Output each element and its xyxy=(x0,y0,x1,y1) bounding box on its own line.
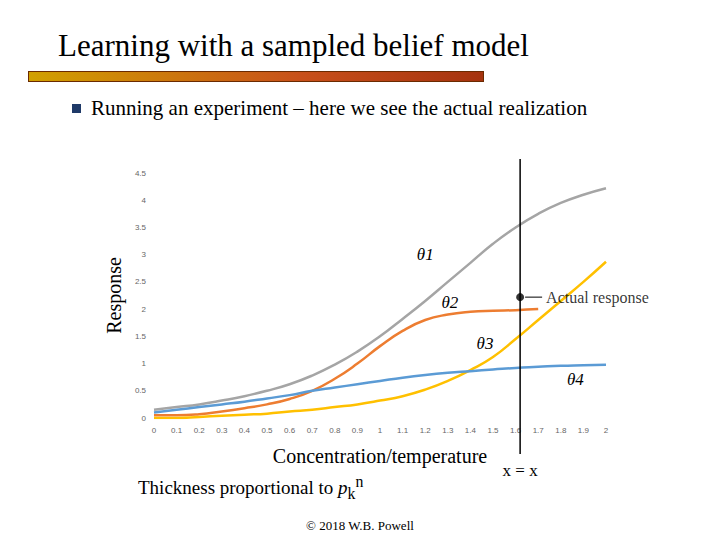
svg-text:1.2: 1.2 xyxy=(420,426,432,435)
svg-text:4: 4 xyxy=(142,196,147,205)
svg-text:1.4: 1.4 xyxy=(465,426,477,435)
html-text:© 2018 W.B. Powell: © 2018 W.B. Powell xyxy=(306,518,414,533)
html-text:Learning with a sampled belief: Learning with a sampled belief model xyxy=(58,28,529,63)
svg-text:1.5: 1.5 xyxy=(135,332,147,341)
svg-text:0.5: 0.5 xyxy=(261,426,273,435)
html-text:n: n xyxy=(355,473,364,490)
svg-text:0.8: 0.8 xyxy=(329,426,341,435)
svg-text:1.6: 1.6 xyxy=(510,425,522,435)
svg-text:0.9: 0.9 xyxy=(352,426,364,435)
svg-text:Actual response: Actual response xyxy=(546,289,649,307)
svg-text:0.3: 0.3 xyxy=(216,426,228,435)
svg-text:Response: Response xyxy=(103,257,126,334)
svg-text:2: 2 xyxy=(604,426,609,435)
svg-text:1.8: 1.8 xyxy=(555,426,567,435)
svg-text:0.6: 0.6 xyxy=(284,426,296,435)
svg-text:2: 2 xyxy=(142,305,147,314)
html-text:Thickness proportional to pk: Thickness proportional to pk xyxy=(138,477,356,503)
svg-text:3: 3 xyxy=(142,250,147,259)
svg-text:Concentration/temperature: Concentration/temperature xyxy=(273,445,487,468)
svg-text:0: 0 xyxy=(152,426,157,435)
svg-text:4.5: 4.5 xyxy=(135,169,147,178)
svg-text:0.5: 0.5 xyxy=(135,386,147,395)
svg-text:θ2: θ2 xyxy=(441,293,458,312)
svg-text:0.4: 0.4 xyxy=(239,426,251,435)
svg-text:3.5: 3.5 xyxy=(135,223,147,232)
svg-text:1: 1 xyxy=(142,359,147,368)
svg-text:0: 0 xyxy=(142,414,147,423)
svg-text:1.9: 1.9 xyxy=(578,426,590,435)
svg-text:1.5: 1.5 xyxy=(487,426,499,435)
svg-text:2.5: 2.5 xyxy=(135,277,147,286)
svg-text:0.2: 0.2 xyxy=(194,426,206,435)
svg-text:0.7: 0.7 xyxy=(307,426,319,435)
html-text:Running an experiment – here w: Running an experiment – here we see the … xyxy=(91,96,588,120)
svg-text:1: 1 xyxy=(378,426,383,435)
svg-text:x = x: x = x xyxy=(503,461,539,480)
svg-text:1.7: 1.7 xyxy=(533,426,545,435)
svg-text:θ1: θ1 xyxy=(417,245,434,264)
svg-text:1.3: 1.3 xyxy=(442,426,454,435)
svg-text:θ4: θ4 xyxy=(567,370,584,389)
svg-text:0.1: 0.1 xyxy=(171,426,183,435)
svg-text:1.1: 1.1 xyxy=(397,426,409,435)
svg-text:θ3: θ3 xyxy=(477,334,494,353)
